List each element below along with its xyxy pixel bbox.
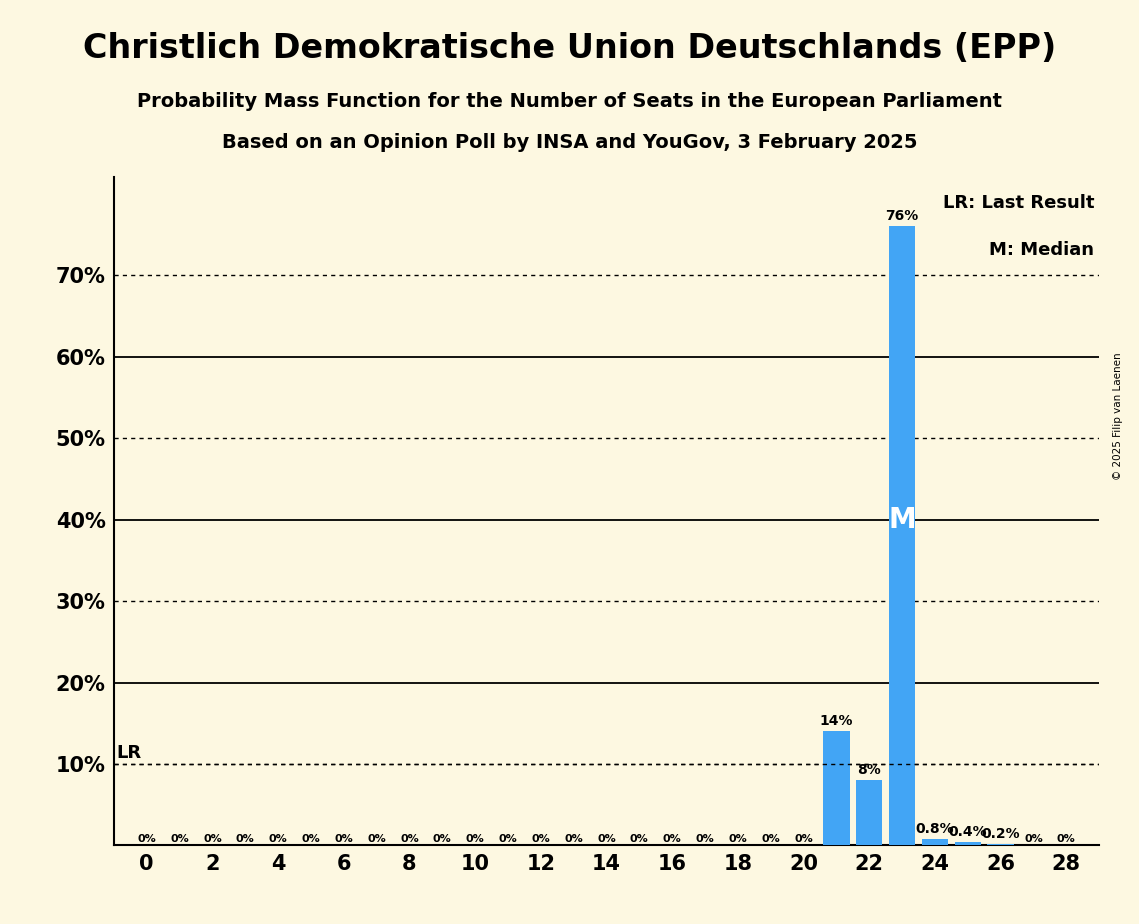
Bar	[888, 226, 916, 845]
Text: 14%: 14%	[820, 714, 853, 728]
Text: 0%: 0%	[663, 833, 681, 844]
Text: 0%: 0%	[499, 833, 517, 844]
Text: 0%: 0%	[630, 833, 649, 844]
Text: 0%: 0%	[564, 833, 583, 844]
Text: 0%: 0%	[729, 833, 747, 844]
Text: 0%: 0%	[335, 833, 353, 844]
Text: 0%: 0%	[532, 833, 550, 844]
Text: 0.2%: 0.2%	[982, 827, 1019, 841]
Text: Christlich Demokratische Union Deutschlands (EPP): Christlich Demokratische Union Deutschla…	[83, 32, 1056, 66]
Bar	[954, 842, 981, 845]
Text: Based on an Opinion Poll by INSA and YouGov, 3 February 2025: Based on an Opinion Poll by INSA and You…	[222, 133, 917, 152]
Text: 76%: 76%	[885, 209, 919, 223]
Text: 8%: 8%	[858, 763, 882, 777]
Text: LR: Last Result: LR: Last Result	[943, 194, 1095, 213]
Text: 0%: 0%	[433, 833, 452, 844]
Bar	[988, 844, 1014, 845]
Text: 0%: 0%	[1057, 833, 1075, 844]
Text: 0%: 0%	[170, 833, 189, 844]
Text: 0%: 0%	[302, 833, 320, 844]
Bar	[857, 780, 883, 845]
Text: 0.8%: 0.8%	[916, 821, 954, 835]
Text: Probability Mass Function for the Number of Seats in the European Parliament: Probability Mass Function for the Number…	[137, 92, 1002, 112]
Text: 0%: 0%	[269, 833, 287, 844]
Text: 0%: 0%	[367, 833, 386, 844]
Text: 0%: 0%	[138, 833, 156, 844]
Bar	[921, 839, 948, 845]
Text: M: Median: M: Median	[989, 241, 1095, 259]
Text: 0%: 0%	[794, 833, 813, 844]
Text: 0%: 0%	[400, 833, 419, 844]
Bar	[823, 732, 850, 845]
Text: LR: LR	[116, 744, 141, 761]
Text: 0%: 0%	[761, 833, 780, 844]
Text: 0%: 0%	[466, 833, 484, 844]
Text: 0%: 0%	[203, 833, 222, 844]
Text: M: M	[888, 505, 916, 533]
Text: 0.4%: 0.4%	[949, 825, 988, 839]
Text: 0%: 0%	[696, 833, 714, 844]
Text: © 2025 Filip van Laenen: © 2025 Filip van Laenen	[1114, 352, 1123, 480]
Text: 0%: 0%	[236, 833, 255, 844]
Text: 0%: 0%	[1024, 833, 1043, 844]
Text: 0%: 0%	[597, 833, 616, 844]
